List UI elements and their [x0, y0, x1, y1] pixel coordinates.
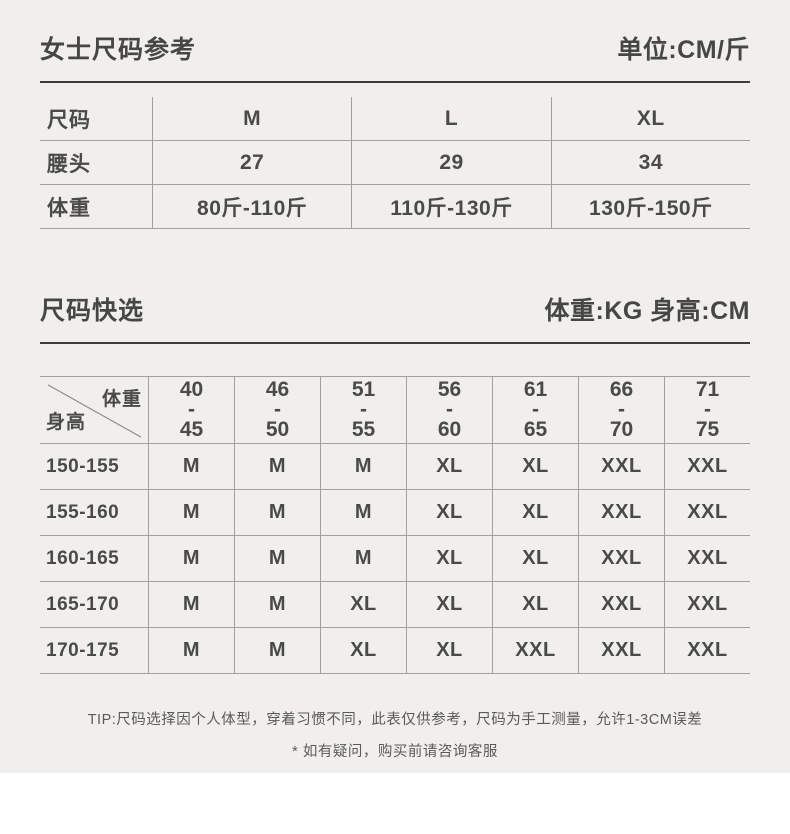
size-table-cell: 29: [351, 141, 551, 185]
height-row-label: 160-165: [40, 536, 148, 582]
size-table-row-label: 体重: [40, 185, 152, 229]
matrix-size-cell: XXL: [578, 444, 664, 490]
height-row-label: 150-155: [40, 444, 148, 490]
matrix-size-cell: XXL: [664, 628, 750, 674]
matrix-size-cell: XL: [406, 582, 492, 628]
matrix-size-cell: M: [148, 628, 234, 674]
matrix-size-cell: XL: [406, 490, 492, 536]
matrix-size-cell: XXL: [578, 490, 664, 536]
matrix-size-cell: XL: [492, 582, 578, 628]
matrix-size-cell: XXL: [578, 582, 664, 628]
matrix-size-cell: M: [234, 490, 320, 536]
size-table-row-label: 尺码: [40, 97, 152, 141]
section1-unit-label: 单位:CM/斤: [617, 36, 750, 64]
tip-line-1: TIP:尺码选择因个人体型，穿着习惯不同，此表仅供参考，尺码为手工测量，允许1-…: [87, 712, 703, 728]
section2-unit-label: 体重:KG 身高:CM: [544, 297, 750, 325]
weight-column-header: 61 - 65: [492, 377, 578, 444]
height-row-label: 170-175: [40, 628, 148, 674]
matrix-size-cell: M: [320, 536, 406, 582]
diagonal-divider-icon: [47, 384, 142, 438]
matrix-size-cell: M: [234, 628, 320, 674]
size-table-cell: M: [152, 97, 352, 141]
matrix-size-cell: XL: [406, 628, 492, 674]
size-table-cell: XL: [550, 97, 750, 141]
matrix-size-cell: XL: [406, 536, 492, 582]
size-table: 尺码 M L XL 腰头 27 29 34 体重 80斤-110斤 110斤-1…: [40, 97, 750, 229]
size-table-cell: 110斤-130斤: [351, 185, 551, 229]
matrix-size-cell: M: [148, 490, 234, 536]
matrix-size-cell: XL: [492, 444, 578, 490]
matrix-size-cell: XXL: [492, 628, 578, 674]
matrix-corner-cell: 体重 身高: [40, 377, 148, 444]
matrix-size-cell: XXL: [664, 582, 750, 628]
matrix-size-cell: M: [148, 536, 234, 582]
size-table-row-label: 腰头: [40, 141, 152, 185]
size-table-cell: 130斤-150斤: [550, 185, 750, 229]
matrix-size-cell: M: [234, 444, 320, 490]
quick-pick-matrix: 体重 身高 40 - 45 46 - 50 51 - 55 56 - 60 61…: [40, 376, 750, 674]
weight-column-header: 56 - 60: [406, 377, 492, 444]
matrix-size-cell: XXL: [578, 536, 664, 582]
section1-header: 女士尺码参考 单位:CM/斤: [40, 30, 750, 83]
tip-note: TIP:尺码选择因个人体型，穿着习惯不同，此表仅供参考，尺码为手工测量，允许1-…: [40, 708, 750, 761]
weight-column-header: 71 - 75: [664, 377, 750, 444]
section1-title: 女士尺码参考: [40, 36, 197, 64]
matrix-size-cell: XL: [320, 628, 406, 674]
weight-column-header: 51 - 55: [320, 377, 406, 444]
weight-column-header: 66 - 70: [578, 377, 664, 444]
weight-column-header: 46 - 50: [234, 377, 320, 444]
height-row-label: 165-170: [40, 582, 148, 628]
matrix-size-cell: XL: [492, 490, 578, 536]
size-table-cell: L: [351, 97, 551, 141]
matrix-axis-height: 身高: [46, 412, 87, 433]
matrix-size-cell: XL: [492, 536, 578, 582]
section2-header: 尺码快选 体重:KG 身高:CM: [40, 291, 750, 344]
matrix-axis-weight: 体重: [101, 389, 142, 410]
matrix-size-cell: M: [234, 536, 320, 582]
matrix-size-cell: XXL: [664, 490, 750, 536]
matrix-size-cell: M: [148, 444, 234, 490]
matrix-size-cell: M: [148, 582, 234, 628]
matrix-size-cell: XXL: [664, 536, 750, 582]
matrix-size-cell: M: [320, 490, 406, 536]
matrix-size-cell: XL: [320, 582, 406, 628]
size-reference-panel: 女士尺码参考 单位:CM/斤 尺码 M L XL 腰头 27 29 34 体重 …: [0, 0, 790, 773]
weight-column-header: 40 - 45: [148, 377, 234, 444]
section2-title: 尺码快选: [40, 297, 145, 325]
size-table-cell: 80斤-110斤: [152, 185, 352, 229]
tip-line-2: * 如有疑问，购买前请咨询客服: [292, 744, 498, 760]
size-table-cell: 27: [152, 141, 352, 185]
matrix-size-cell: XL: [406, 444, 492, 490]
size-table-cell: 34: [550, 141, 750, 185]
matrix-size-cell: XXL: [578, 628, 664, 674]
height-row-label: 155-160: [40, 490, 148, 536]
matrix-size-cell: M: [234, 582, 320, 628]
matrix-size-cell: M: [320, 444, 406, 490]
matrix-size-cell: XXL: [664, 444, 750, 490]
